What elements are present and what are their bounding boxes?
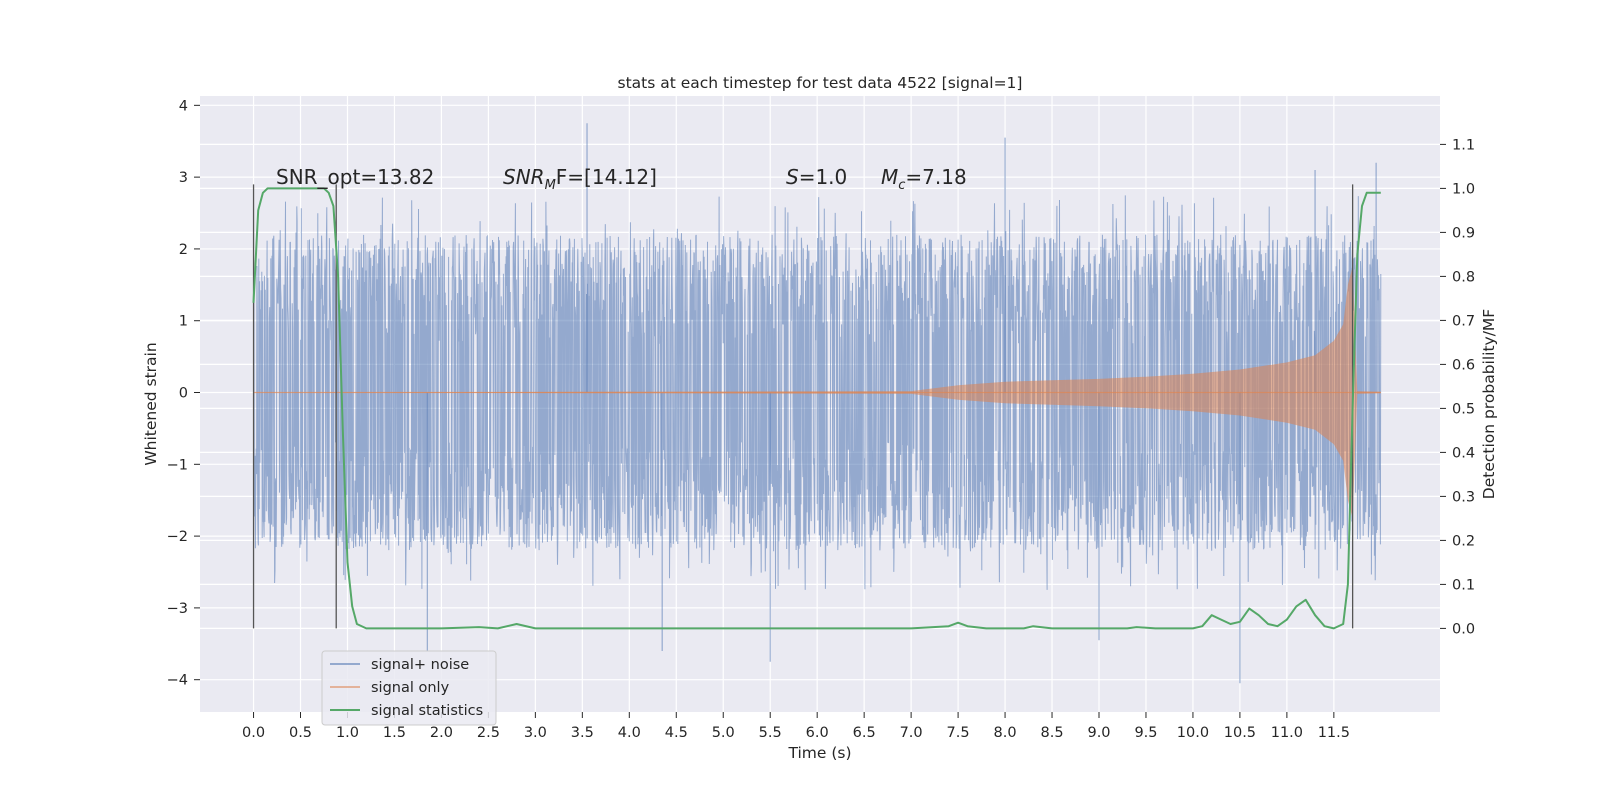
x-tick-label-10: 5.0 <box>712 725 735 741</box>
annotation-mc: Mc=7.18 <box>881 165 967 193</box>
y-right-tick-label-3: 0.8 <box>1452 269 1475 285</box>
y-right-tick-label-1: 1.0 <box>1452 181 1475 197</box>
x-tick-label-14: 7.0 <box>900 725 923 741</box>
x-tick-label-23: 11.5 <box>1318 725 1350 741</box>
annotation-snr-mf-rest: F=[14.12] <box>556 165 657 189</box>
x-tick-label-6: 3.0 <box>524 725 547 741</box>
y-right-tick-label-9: 0.2 <box>1452 533 1475 549</box>
annotation-mc-val: =7.18 <box>905 165 966 189</box>
y-right-tick-label-7: 0.4 <box>1452 445 1475 461</box>
x-tick-label-2: 1.0 <box>336 725 359 741</box>
x-tick-label-8: 4.0 <box>618 725 641 741</box>
y-right-tick-label-11: 0.0 <box>1452 621 1475 637</box>
chart-title: stats at each timestep for test data 452… <box>618 74 1023 92</box>
x-tick-label-18: 9.0 <box>1087 725 1110 741</box>
annotation-s-var: S <box>786 165 799 189</box>
annotation-mc-var: M <box>881 165 898 189</box>
annotations: SNR_opt=13.82 SNRMF=[14.12] S=1.0 Mc=7.1… <box>276 165 967 193</box>
y-right-tick-label-0: 1.1 <box>1452 137 1475 153</box>
annotation-s-val: =1.0 <box>799 165 848 189</box>
x-tick-label-12: 6.0 <box>806 725 829 741</box>
annotation-snr-mf-base: SNR <box>503 165 545 189</box>
legend: signal+ noise signal only signal statist… <box>321 650 497 726</box>
y-left-tick-label-6: −2 <box>167 529 188 545</box>
x-tick-label-19: 9.5 <box>1134 725 1157 741</box>
series-signal-statistics <box>252 187 1381 630</box>
legend-label-signal-plus-noise: signal+ noise <box>371 657 469 673</box>
legend-box <box>321 650 497 726</box>
x-tick-label-7: 3.5 <box>571 725 594 741</box>
x-tick-label-16: 8.0 <box>994 725 1017 741</box>
annotation-snr-opt: SNR_opt=13.82 <box>276 165 434 189</box>
y-left-tick-label-3: 1 <box>179 314 188 330</box>
y-left-tick-label-1: 3 <box>179 170 188 186</box>
y-right-tick-label-6: 0.5 <box>1452 401 1475 417</box>
annotation-s: S=1.0 <box>786 165 847 189</box>
y-left-tick-label-4: 0 <box>179 386 188 402</box>
y-right-tick-label-10: 0.1 <box>1452 577 1475 593</box>
y-left-tick-label-0: 4 <box>179 98 188 114</box>
y-right-tick-label-5: 0.6 <box>1452 357 1475 373</box>
x-tick-label-5: 2.5 <box>477 725 500 741</box>
y-left-tick-label-2: 2 <box>179 242 188 258</box>
x-tick-label-20: 10.0 <box>1177 725 1209 741</box>
y-left-tick-label-7: −3 <box>167 601 188 617</box>
x-tick-label-21: 10.5 <box>1224 725 1256 741</box>
annotation-mc-sub: c <box>898 178 905 193</box>
annotation-snr-mf-sub: M <box>545 178 556 193</box>
signal-statistics-line <box>252 187 1381 630</box>
y-left-tick-label-5: −1 <box>167 457 188 473</box>
y-axis-left-ticks: 4 3 2 1 0 −1 −2 −3 −4 <box>167 98 200 689</box>
x-tick-label-22: 11.0 <box>1271 725 1303 741</box>
legend-label-signal-only: signal only <box>371 680 450 696</box>
y-right-tick-label-4: 0.7 <box>1452 313 1475 329</box>
x-tick-label-11: 5.5 <box>759 725 782 741</box>
x-axis-ticks: 0.0 0.5 1.0 1.5 2.0 2.5 3.0 3.5 4.0 4.5 5.0 5.5 6.0 6… <box>242 712 1350 741</box>
signal-plus-noise-line <box>253 195 1382 590</box>
y-right-tick-label-2: 0.9 <box>1452 225 1475 241</box>
x-axis-label: Time (s) <box>787 744 851 762</box>
y-right-tick-label-8: 0.3 <box>1452 489 1475 505</box>
series-signal-only <box>253 266 1381 519</box>
y-axis-left-label: Whitened strain <box>142 342 160 465</box>
x-tick-label-0: 0.0 <box>242 725 265 741</box>
y-left-tick-label-8: −4 <box>167 673 188 689</box>
x-tick-label-13: 6.5 <box>853 725 876 741</box>
x-tick-label-17: 8.5 <box>1040 725 1063 741</box>
y-axis-right-ticks: 1.1 1.0 0.9 0.8 0.7 0.6 0.5 0.4 0.3 0.2 0.1 0.0 <box>1440 137 1475 637</box>
x-tick-label-1: 0.5 <box>289 725 312 741</box>
x-tick-label-4: 2.0 <box>430 725 453 741</box>
annotation-snr-mf: SNRMF=[14.12] <box>503 165 657 193</box>
x-tick-label-3: 1.5 <box>383 725 406 741</box>
legend-label-signal-statistics: signal statistics <box>371 703 483 719</box>
y-axis-right-label: Detection probability/MF <box>1480 309 1498 500</box>
x-tick-label-9: 4.5 <box>665 725 688 741</box>
x-tick-label-15: 7.5 <box>947 725 970 741</box>
